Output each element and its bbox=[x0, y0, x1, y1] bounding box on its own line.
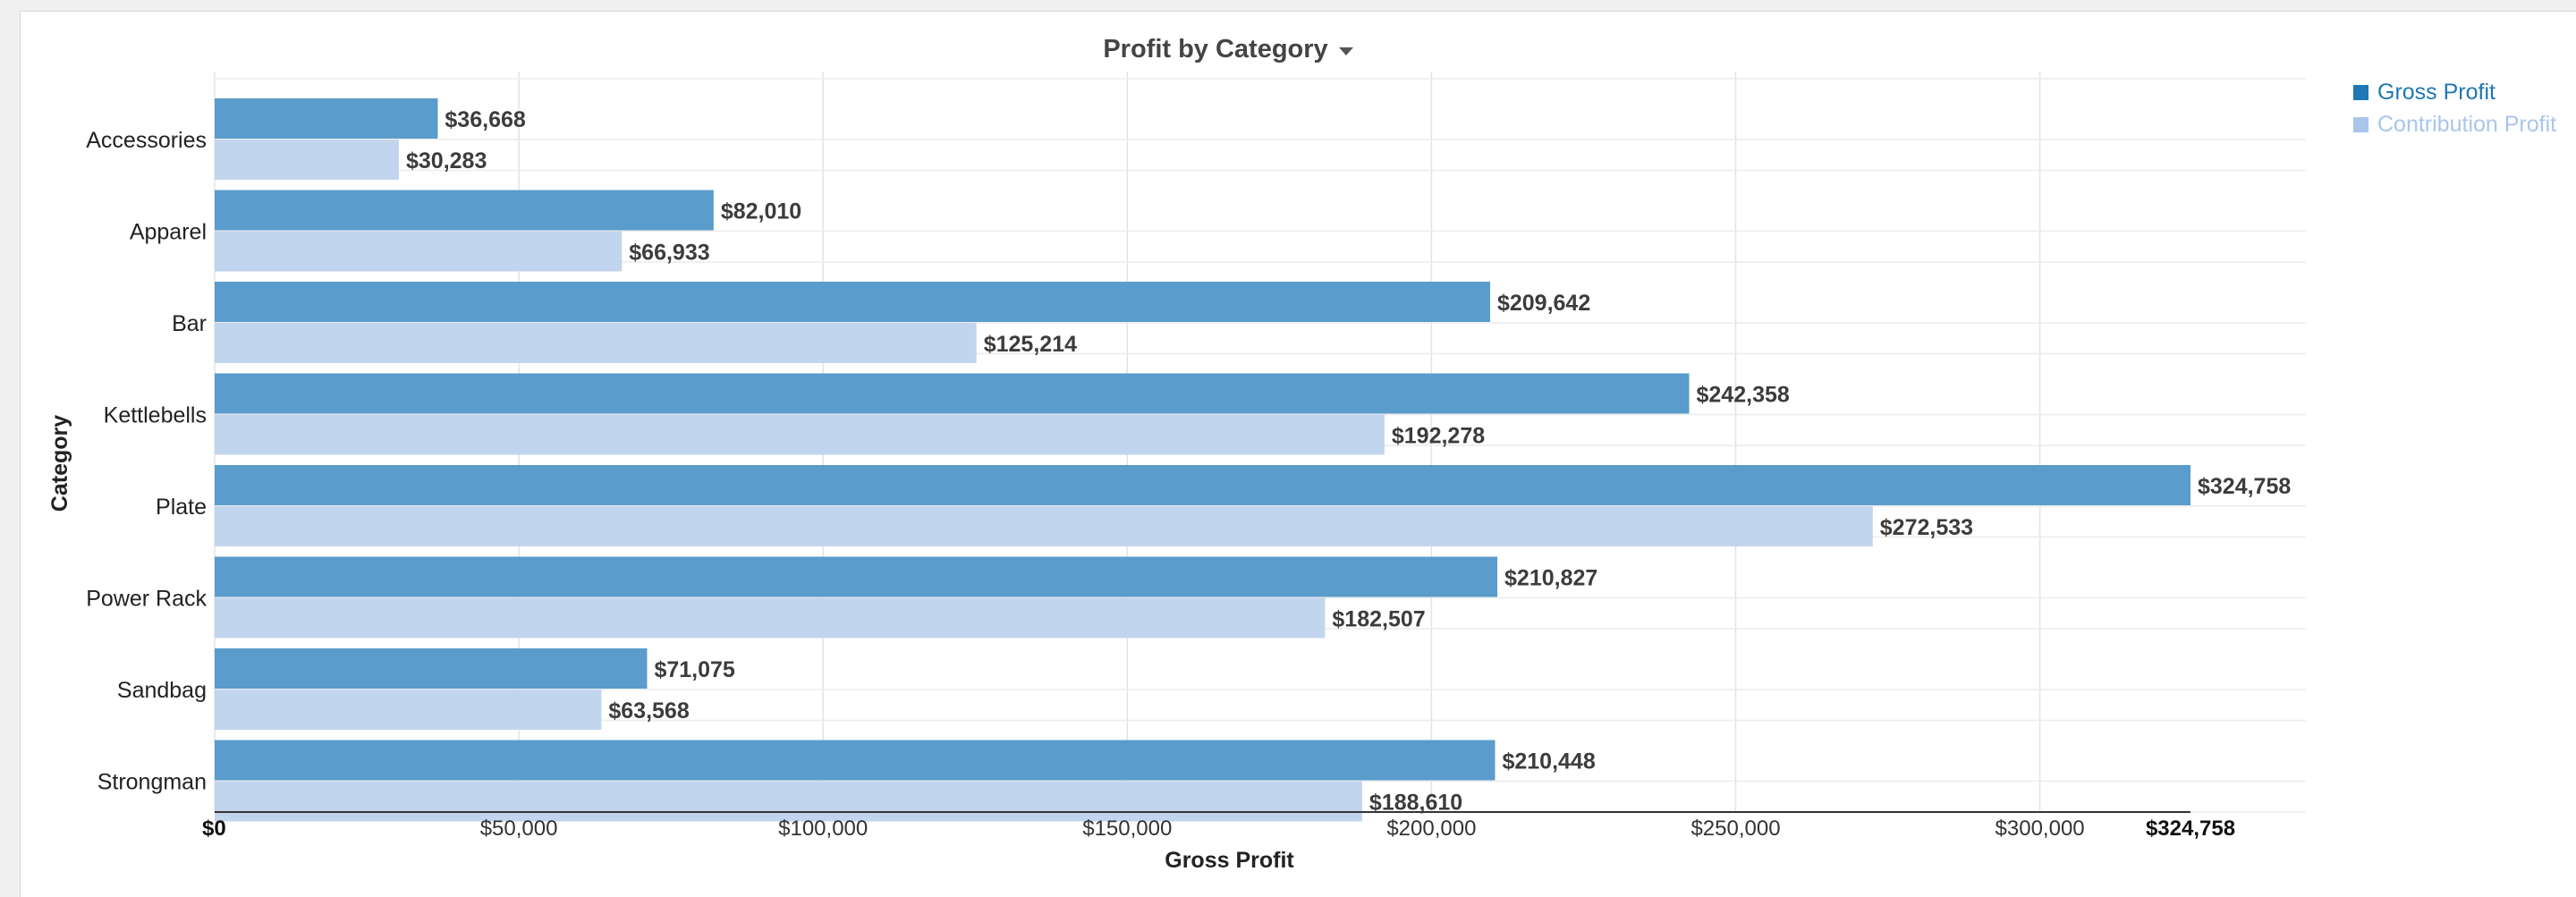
chart-title-group[interactable]: Profit by Category bbox=[21, 35, 2436, 64]
bar-gross-profit-sandbag[interactable] bbox=[215, 648, 648, 689]
bar-contribution-profit-strongman[interactable] bbox=[215, 781, 1362, 822]
legend-item-contribution-profit[interactable]: Contribution Profit bbox=[2353, 108, 2556, 140]
legend-swatch-contribution-profit bbox=[2353, 116, 2368, 132]
bar-contribution-profit-bar[interactable] bbox=[215, 323, 977, 363]
bar-contribution-profit-accessories[interactable] bbox=[215, 140, 399, 180]
x-tick-label-7: $324,758 bbox=[2146, 817, 2235, 841]
data-label-contribution-profit-bar: $125,214 bbox=[984, 332, 1077, 357]
data-label-contribution-profit-apparel: $66,933 bbox=[629, 241, 709, 266]
chart-panel: Profit by Category $36,668 $30,283 $82,010… bbox=[20, 11, 2576, 897]
bar-contribution-profit-apparel[interactable] bbox=[215, 231, 623, 272]
bar-gross-profit-apparel[interactable] bbox=[215, 190, 714, 231]
y-tick-label-apparel: Apparel bbox=[130, 220, 207, 245]
bar-gross-profit-power-rack[interactable] bbox=[215, 556, 1498, 597]
x-tick-labels: $0 $50,000 $100,000 $150,000 $200,000 $250,00… bbox=[202, 817, 2235, 841]
legend-swatch-gross-profit bbox=[2353, 84, 2368, 100]
y-axis-title: Category bbox=[47, 415, 72, 512]
data-label-gross-profit-kettlebells: $242,358 bbox=[1697, 383, 1790, 408]
x-tick-label-0: $0 bbox=[202, 817, 226, 841]
data-label-contribution-profit-power-rack: $182,507 bbox=[1332, 607, 1425, 632]
title-dropdown-caret-icon[interactable] bbox=[1338, 47, 1353, 55]
bar-gross-profit-plate[interactable] bbox=[215, 465, 2190, 505]
bar-data-labels: $36,668 $30,283 $82,010 $66,933 $209,642 $125… bbox=[406, 107, 2291, 816]
bar-gross-profit-kettlebells[interactable] bbox=[215, 373, 1690, 414]
x-tick-label-2: $100,000 bbox=[778, 817, 868, 841]
bar-gross-profit-strongman[interactable] bbox=[215, 740, 1496, 781]
legend: Gross Profit Contribution Profit bbox=[2353, 76, 2556, 140]
data-label-gross-profit-strongman: $210,448 bbox=[1502, 749, 1595, 774]
y-tick-label-bar: Bar bbox=[172, 311, 207, 336]
x-tick-label-3: $150,000 bbox=[1082, 817, 1172, 841]
data-label-gross-profit-plate: $324,758 bbox=[2198, 474, 2291, 499]
y-tick-label-kettlebells: Kettlebells bbox=[104, 403, 207, 428]
bar-contribution-profit-plate[interactable] bbox=[215, 506, 1873, 546]
x-tick-label-4: $200,000 bbox=[1386, 817, 1476, 841]
y-tick-label-plate: Plate bbox=[156, 495, 207, 520]
data-label-gross-profit-accessories: $36,668 bbox=[445, 107, 525, 132]
bar-contribution-profit-kettlebells[interactable] bbox=[215, 414, 1385, 455]
data-label-gross-profit-power-rack: $210,827 bbox=[1504, 566, 1597, 591]
bar-gross-profit-bar[interactable] bbox=[215, 282, 1490, 322]
data-label-gross-profit-sandbag: $71,075 bbox=[654, 657, 734, 682]
x-tick-label-5: $250,000 bbox=[1690, 817, 1780, 841]
legend-label-gross-profit[interactable]: Gross Profit bbox=[2377, 79, 2496, 105]
bar-chart: $36,668 $30,283 $82,010 $66,933 $209,642 $125… bbox=[47, 72, 2306, 873]
bar-gross-profit-accessories[interactable] bbox=[215, 98, 438, 139]
data-label-contribution-profit-sandbag: $63,568 bbox=[608, 698, 689, 724]
data-label-contribution-profit-kettlebells: $192,278 bbox=[1392, 424, 1485, 449]
y-tick-label-power-rack: Power Rack bbox=[86, 587, 207, 612]
bar-contribution-profit-power-rack[interactable] bbox=[215, 597, 1326, 639]
data-label-gross-profit-bar: $209,642 bbox=[1497, 291, 1590, 316]
chart-title[interactable]: Profit by Category bbox=[1103, 35, 1328, 63]
x-axis-title: Gross Profit bbox=[1165, 848, 1294, 873]
data-label-contribution-profit-strongman: $188,610 bbox=[1369, 791, 1462, 816]
y-tick-labels: Accessories Apparel Bar Kettlebells Plate Pow… bbox=[86, 128, 207, 795]
y-tick-label-sandbag: Sandbag bbox=[117, 678, 207, 703]
legend-item-gross-profit[interactable]: Gross Profit bbox=[2353, 76, 2556, 108]
x-tick-label-6: $300,000 bbox=[1996, 817, 2085, 841]
bar-contribution-profit-sandbag[interactable] bbox=[215, 690, 602, 730]
x-tick-label-1: $50,000 bbox=[480, 817, 558, 841]
bars bbox=[215, 98, 2190, 822]
y-tick-label-accessories: Accessories bbox=[86, 128, 207, 153]
legend-label-contribution-profit[interactable]: Contribution Profit bbox=[2377, 111, 2557, 137]
y-tick-label-strongman: Strongman bbox=[97, 770, 207, 795]
data-label-contribution-profit-plate: $272,533 bbox=[1880, 515, 1973, 540]
data-label-contribution-profit-accessories: $30,283 bbox=[406, 148, 487, 173]
data-label-gross-profit-apparel: $82,010 bbox=[721, 199, 801, 224]
